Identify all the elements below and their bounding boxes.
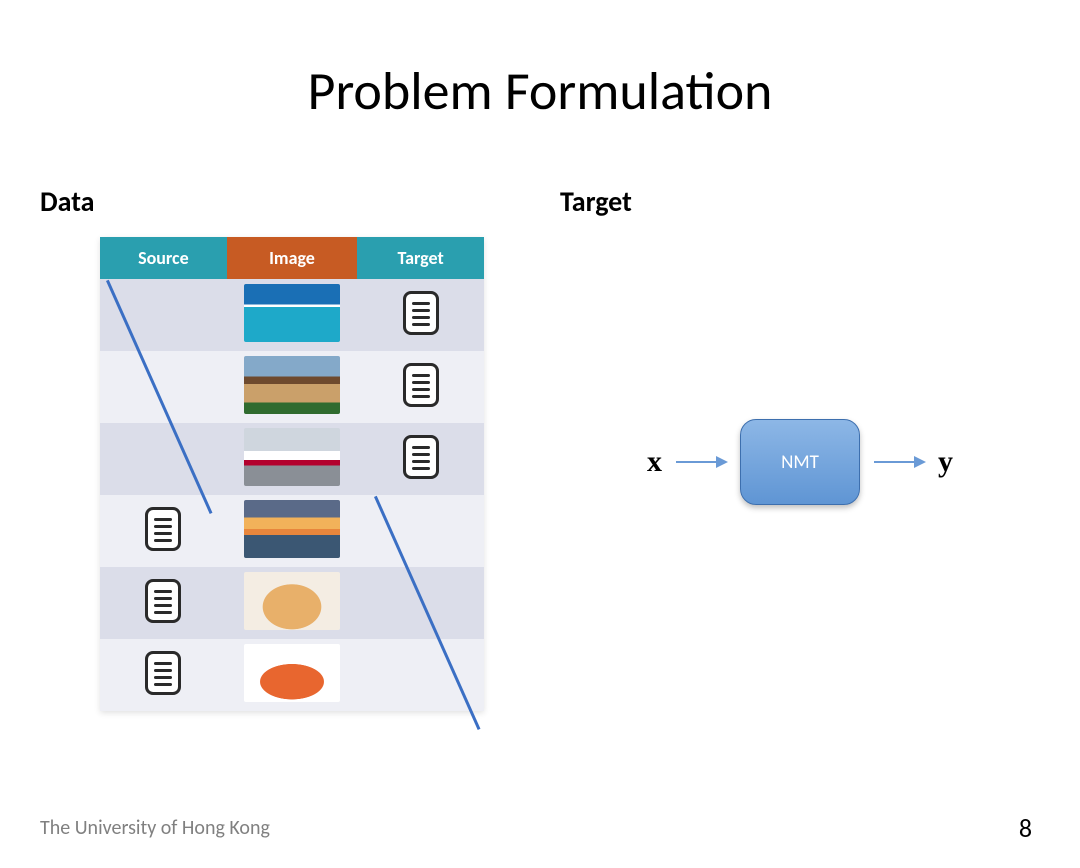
document-icon: [145, 507, 181, 551]
table-row: [100, 279, 484, 351]
cell-target: [357, 279, 484, 351]
image-thumbnail: [244, 500, 340, 558]
footer-text: The University of Hong Kong: [40, 816, 270, 840]
cell-source: [100, 639, 227, 711]
target-section-label: Target: [560, 184, 1040, 219]
flow-diagram: x NMT y: [560, 419, 1040, 505]
image-thumbnail: [244, 284, 340, 342]
document-icon: [145, 651, 181, 695]
flow-output-y: y: [938, 445, 953, 479]
cell-source: [100, 567, 227, 639]
cell-image: [227, 279, 358, 351]
arrow-out-icon: [874, 461, 924, 463]
data-table: Source Image Target: [100, 237, 484, 711]
image-thumbnail: [244, 572, 340, 630]
cell-image: [227, 351, 358, 423]
cell-image: [227, 567, 358, 639]
cell-target: [357, 495, 484, 567]
document-icon: [403, 291, 439, 335]
table-row: [100, 423, 484, 495]
cell-source: [100, 423, 227, 495]
arrow-in-icon: [676, 461, 726, 463]
table-row: [100, 351, 484, 423]
document-icon: [145, 579, 181, 623]
nmt-box: NMT: [740, 419, 860, 505]
cell-source: [100, 351, 227, 423]
cell-image: [227, 495, 358, 567]
flow-input-x: x: [647, 445, 662, 479]
data-section-label: Data: [40, 184, 520, 219]
header-source: Source: [100, 237, 227, 279]
document-icon: [403, 435, 439, 479]
image-thumbnail: [244, 356, 340, 414]
cell-target: [357, 423, 484, 495]
cell-target: [357, 351, 484, 423]
content-area: Data Source Image Target Target x: [0, 184, 1080, 711]
image-thumbnail: [244, 428, 340, 486]
header-image: Image: [227, 237, 358, 279]
data-column: Data Source Image Target: [40, 184, 520, 711]
cell-image: [227, 423, 358, 495]
header-target: Target: [357, 237, 484, 279]
data-table-container: Source Image Target: [100, 237, 484, 711]
image-thumbnail: [244, 644, 340, 702]
cell-image: [227, 639, 358, 711]
slide-title: Problem Formulation: [0, 58, 1080, 124]
page-number: 8: [1019, 812, 1032, 844]
table-row: [100, 639, 484, 711]
document-icon: [403, 363, 439, 407]
target-column: Target x NMT y: [520, 184, 1040, 711]
cell-source: [100, 279, 227, 351]
table-row: [100, 567, 484, 639]
table-row: [100, 495, 484, 567]
